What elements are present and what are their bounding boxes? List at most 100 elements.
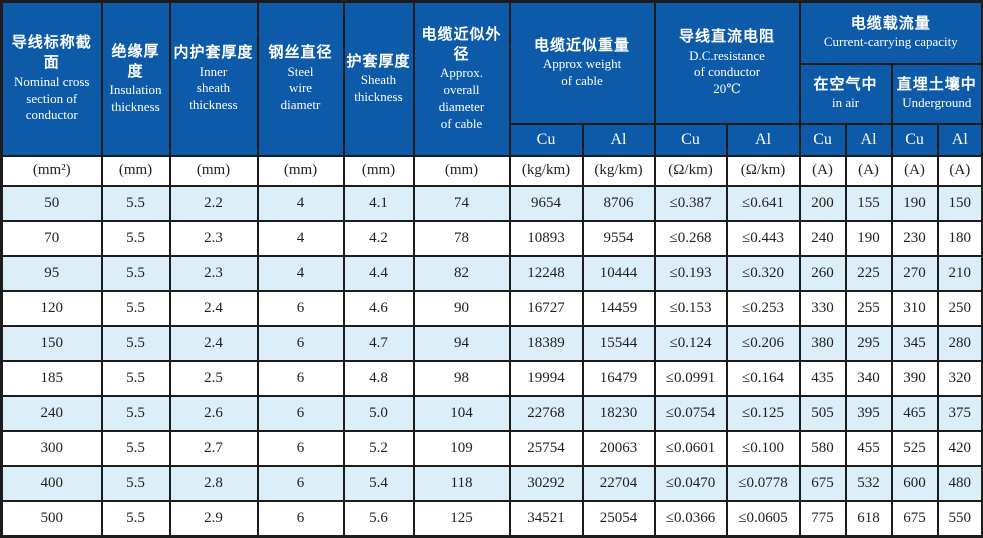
header-label-en: Insulation thickness	[109, 82, 162, 114]
unit-cell: (mm²)	[0, 154, 103, 187]
header-label-en: D.C.resistance of conductor 20℃	[689, 47, 765, 97]
unit-cell: (Ω/km)	[653, 154, 728, 187]
unit-cell: (mm)	[412, 154, 511, 187]
col-header-sheath-thickness: 护套厚度 Sheath thickness	[342, 0, 415, 157]
data-cell: 2.4	[168, 289, 259, 327]
data-cell: 94	[412, 324, 511, 362]
col-group-current-capacity: 电缆载流量 Current-carrying capacity	[798, 0, 983, 65]
data-cell: 600	[890, 464, 939, 502]
data-cell: 2.5	[168, 359, 259, 397]
data-cell: 310	[890, 289, 939, 327]
data-cell: 2.4	[168, 324, 259, 362]
unit-cell: (A)	[936, 154, 983, 187]
data-cell: ≤0.387	[653, 184, 728, 222]
data-cell: 18389	[508, 324, 584, 362]
data-cell: 5.5	[100, 429, 171, 467]
col-subgroup-in-air: 在空气中 in air	[798, 62, 893, 125]
data-cell: 109	[412, 429, 511, 467]
header-label-zh: 电缆近似重量	[534, 37, 631, 54]
data-cell: 4	[256, 219, 345, 257]
data-cell: 225	[844, 254, 893, 292]
data-cell: 14459	[581, 289, 656, 327]
data-cell: 6	[256, 359, 345, 397]
data-cell: 330	[798, 289, 847, 327]
data-cell: 5.2	[342, 429, 415, 467]
data-cell: 9554	[581, 219, 656, 257]
data-cell: 2.3	[168, 219, 259, 257]
unit-cell: (mm)	[256, 154, 345, 187]
data-cell: ≤0.320	[725, 254, 801, 292]
data-cell: 185	[0, 359, 103, 397]
data-cell: 380	[798, 324, 847, 362]
unit-cell: (Ω/km)	[725, 154, 801, 187]
data-cell: 10893	[508, 219, 584, 257]
data-cell: 420	[936, 429, 983, 467]
data-cell: 190	[844, 219, 893, 257]
data-cell: ≤0.0470	[653, 464, 728, 502]
data-cell: 345	[890, 324, 939, 362]
col-subgroup-underground: 直埋土壤中 Underground	[890, 62, 983, 125]
data-cell: ≤0.193	[653, 254, 728, 292]
header-label-zh: 导线直流电阻	[679, 29, 776, 46]
data-cell: 50	[0, 184, 103, 222]
data-cell: ≤0.641	[725, 184, 801, 222]
header-label-en: Current-carrying capacity	[823, 34, 958, 50]
data-cell: 580	[798, 429, 847, 467]
col-header-insulation-thickness: 绝缘厚度 Insulation thickness	[100, 0, 171, 157]
table-row: 70 5.5 2.3 4 4.2 78 10893 9554 ≤0.268 ≤0.443 240 19…	[0, 219, 983, 257]
header-label-zh: 绝缘厚度	[111, 43, 160, 80]
data-cell: 8706	[581, 184, 656, 222]
data-cell: 5.5	[100, 184, 171, 222]
data-cell: 118	[412, 464, 511, 502]
data-cell: 618	[844, 499, 893, 537]
data-cell: 5.6	[342, 499, 415, 537]
data-cell: 240	[798, 219, 847, 257]
data-cell: 4	[256, 254, 345, 292]
data-cell: 4.4	[342, 254, 415, 292]
units-row: (mm²) (mm) (mm) (mm) (mm) (mm) (kg/km) (…	[0, 154, 983, 187]
data-cell: 2.7	[168, 429, 259, 467]
data-cell: 4	[256, 184, 345, 222]
data-cell: 9654	[508, 184, 584, 222]
data-cell: 70	[0, 219, 103, 257]
data-cell: 4.8	[342, 359, 415, 397]
col-header-nominal-section: 导线标称截面 Nominal cross section of conducto…	[0, 0, 103, 157]
data-cell: ≤0.443	[725, 219, 801, 257]
header-label-zh: 电缆载流量	[850, 16, 931, 33]
table-row: 50 5.5 2.2 4 4.1 74 9654 8706 ≤0.387 ≤0.641 200 155…	[0, 184, 983, 222]
data-cell: ≤0.0754	[653, 394, 728, 432]
data-cell: ≤0.125	[725, 394, 801, 432]
unit-cell: (A)	[890, 154, 939, 187]
col-header-underground-cu: Cu	[890, 122, 939, 157]
data-cell: 2.2	[168, 184, 259, 222]
data-cell: 5.5	[100, 359, 171, 397]
table-row: 300 5.5 2.7 6 5.2 109 25754 20063 ≤0.0601 ≤0.100 5…	[0, 429, 983, 467]
header-label-zh: 电缆近似外径	[421, 26, 502, 63]
data-cell: 4.6	[342, 289, 415, 327]
unit-cell: (mm)	[342, 154, 415, 187]
header-label-en: Sheath thickness	[354, 71, 403, 104]
col-header-steel-wire-diameter: 钢丝直径 Steel wire diametr	[256, 0, 345, 157]
data-cell: ≤0.100	[725, 429, 801, 467]
col-header-resistance-cu: Cu	[653, 122, 728, 157]
table-row: 400 5.5 2.8 6 5.4 118 30292 22704 ≤0.0470 ≤0.0778…	[0, 464, 983, 502]
data-cell: ≤0.124	[653, 324, 728, 362]
data-cell: 250	[936, 289, 983, 327]
data-cell: 550	[936, 499, 983, 537]
unit-cell: (mm)	[168, 154, 259, 187]
data-cell: 455	[844, 429, 893, 467]
data-cell: 295	[844, 324, 893, 362]
col-header-underground-al: Al	[936, 122, 983, 157]
data-cell: 22704	[581, 464, 656, 502]
unit-cell: (kg/km)	[581, 154, 656, 187]
table-row: 500 5.5 2.9 6 5.6 125 34521 25054 ≤0.0366 ≤0.0605…	[0, 499, 983, 537]
unit-cell: (A)	[798, 154, 847, 187]
data-cell: ≤0.206	[725, 324, 801, 362]
data-cell: 25754	[508, 429, 584, 467]
col-header-overall-diameter: 电缆近似外径 Approx. overall diameter of cable	[412, 0, 511, 157]
data-cell: 10444	[581, 254, 656, 292]
data-cell: 5.0	[342, 394, 415, 432]
data-cell: 480	[936, 464, 983, 502]
data-cell: 400	[0, 464, 103, 502]
